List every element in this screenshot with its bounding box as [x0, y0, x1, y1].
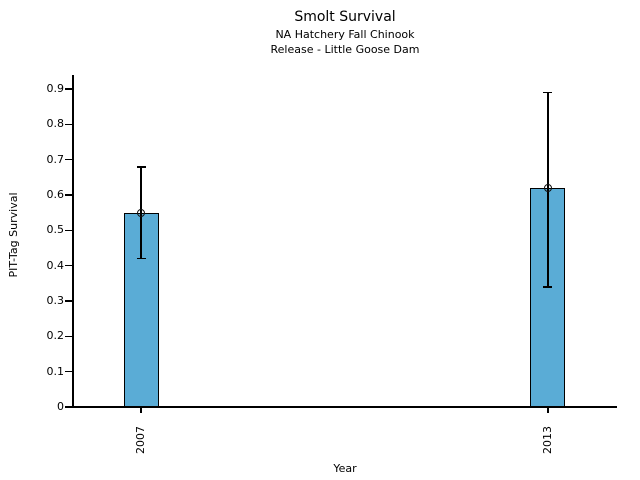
x-tick	[140, 407, 142, 413]
y-tick-label: 0.2	[46, 329, 65, 343]
chart-title: Smolt Survival	[294, 9, 396, 25]
y-tick-label: 0.4	[46, 258, 65, 272]
x-tick-label: 2007	[134, 426, 147, 454]
y-tick-label: 0.9	[46, 82, 65, 96]
y-tick-label: 0.1	[46, 364, 65, 378]
y-tick	[65, 370, 72, 373]
x-tick	[547, 407, 549, 413]
y-axis-spine	[72, 75, 74, 408]
y-tick-label: 0	[57, 400, 64, 413]
y-tick	[65, 265, 72, 267]
error-bar-cap-top	[136, 166, 146, 168]
x-tick-label: 2013	[540, 426, 554, 454]
y-tick	[65, 229, 72, 232]
chart-subtitle-line-1: NA Hatchery Fall Chinook	[275, 28, 415, 41]
error-bar-cap-top	[543, 91, 553, 94]
y-tick	[65, 123, 72, 126]
y-tick-label: 0.7	[46, 152, 65, 166]
y-tick	[65, 194, 72, 196]
error-bar-cap-bottom	[543, 286, 553, 288]
mean-marker	[543, 184, 552, 193]
chart-subtitle-line-2: Release - Little Goose Dam	[270, 43, 420, 56]
y-tick	[65, 300, 72, 302]
y-tick-label: 0.8	[46, 117, 65, 131]
y-tick	[65, 335, 72, 338]
x-axis-spine	[72, 406, 617, 408]
mean-marker	[137, 208, 145, 217]
y-tick	[65, 88, 72, 90]
x-axis-label: Year	[333, 462, 357, 475]
y-tick-label: 0.6	[46, 188, 65, 202]
y-tick	[65, 159, 72, 161]
y-tick-label: 0.3	[46, 294, 65, 308]
y-tick	[65, 406, 72, 408]
y-tick-label: 0.5	[46, 223, 65, 237]
error-bar-cap-bottom	[136, 257, 146, 260]
title-block: Smolt Survival NA Hatchery Fall Chinook …	[73, 8, 617, 57]
